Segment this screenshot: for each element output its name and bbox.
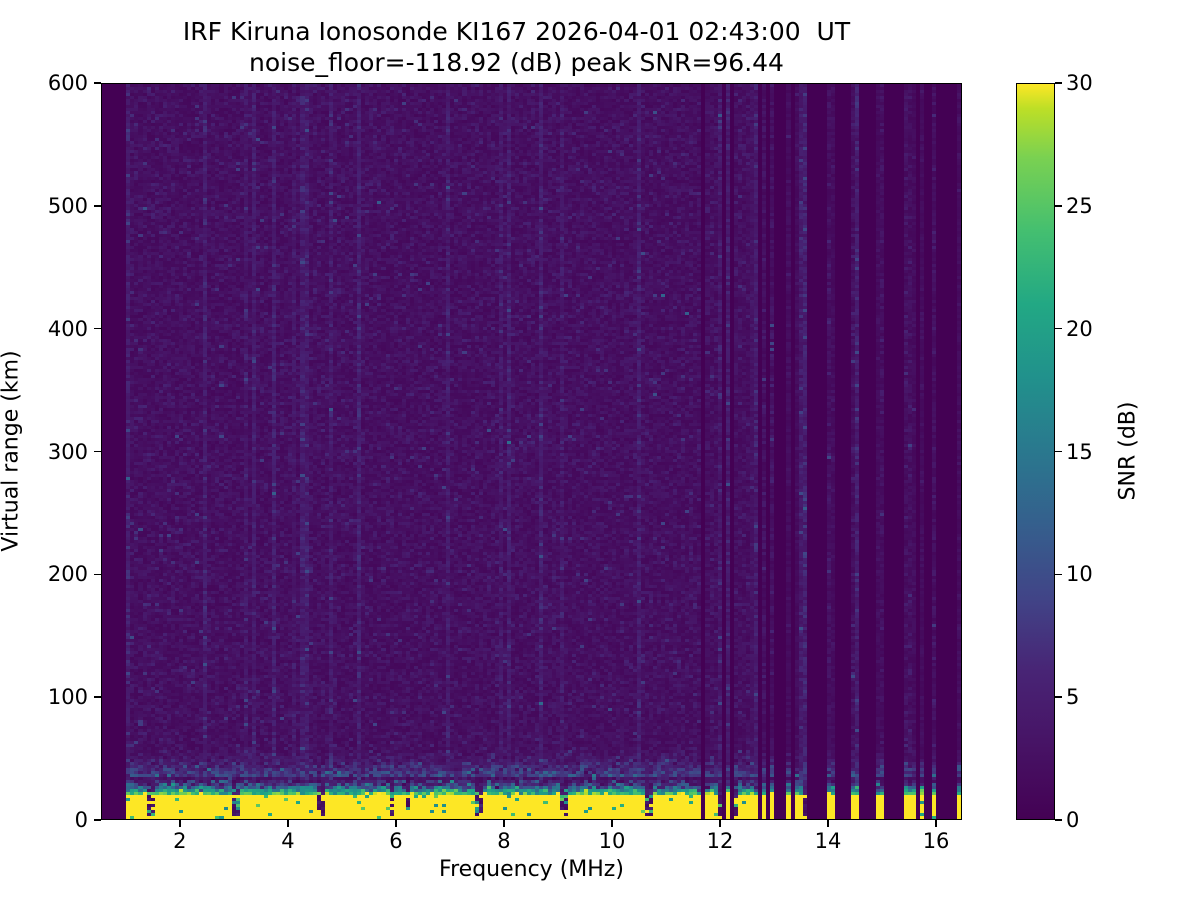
x-tick-8 bbox=[503, 820, 505, 827]
colorbar-tick-30 bbox=[1055, 82, 1062, 84]
y-tick-label-100: 100 bbox=[47, 685, 88, 710]
y-tick-label-600: 600 bbox=[47, 71, 88, 95]
y-tick-200 bbox=[94, 573, 101, 576]
y-tick-0 bbox=[94, 819, 101, 821]
y-tick-300 bbox=[94, 450, 101, 453]
title-line-2: noise_floor=-118.92 (dB) peak SNR=96.44 bbox=[249, 48, 784, 77]
ionogram-plot-area[interactable] bbox=[101, 83, 962, 820]
colorbar-tick-0 bbox=[1055, 819, 1062, 821]
y-tick-500 bbox=[94, 205, 101, 207]
colorbar-tick-20 bbox=[1055, 327, 1062, 330]
y-tick-label-200: 200 bbox=[47, 562, 88, 587]
x-tick-4 bbox=[287, 820, 289, 827]
y-tick-100 bbox=[94, 696, 101, 698]
y-tick-400 bbox=[94, 327, 101, 330]
x-tick-label-12: 12 bbox=[706, 829, 734, 853]
y-tick-600 bbox=[94, 82, 101, 84]
x-tick-label-14: 14 bbox=[814, 829, 842, 853]
colorbar-gradient bbox=[1017, 84, 1054, 819]
x-tick-6 bbox=[395, 820, 397, 827]
colorbar-tick-25 bbox=[1055, 205, 1062, 207]
y-axis-label: Virtual range (km) bbox=[0, 350, 24, 552]
ionogram-heatmap-canvas[interactable] bbox=[102, 84, 961, 819]
y-tick-label-300: 300 bbox=[47, 439, 88, 464]
x-tick-label-6: 6 bbox=[389, 829, 403, 853]
x-tick-14 bbox=[827, 820, 829, 827]
colorbar[interactable] bbox=[1016, 83, 1055, 820]
colorbar-tick-label-10: 10 bbox=[1066, 562, 1093, 587]
figure-title: IRF Kiruna Ionosonde KI167 2026-04-01 02… bbox=[0, 16, 1033, 78]
colorbar-label: SNR (dB) bbox=[1115, 401, 1141, 501]
y-tick-label-400: 400 bbox=[47, 316, 88, 341]
colorbar-tick-label-5: 5 bbox=[1066, 685, 1080, 710]
title-line-1: IRF Kiruna Ionosonde KI167 2026-04-01 02… bbox=[182, 17, 851, 46]
x-tick-label-8: 8 bbox=[497, 829, 511, 853]
x-tick-16 bbox=[935, 820, 937, 827]
colorbar-tick-10 bbox=[1055, 573, 1062, 576]
x-tick-label-4: 4 bbox=[281, 829, 295, 853]
x-tick-label-16: 16 bbox=[922, 829, 950, 853]
colorbar-tick-5 bbox=[1055, 696, 1062, 698]
y-tick-label-500: 500 bbox=[47, 193, 88, 218]
x-tick-label-10: 10 bbox=[598, 829, 626, 853]
y-tick-label-0: 0 bbox=[74, 808, 88, 832]
x-tick-10 bbox=[611, 820, 613, 827]
colorbar-tick-15 bbox=[1055, 450, 1062, 453]
colorbar-tick-label-20: 20 bbox=[1066, 316, 1093, 341]
colorbar-tick-label-15: 15 bbox=[1066, 439, 1093, 464]
colorbar-tick-label-25: 25 bbox=[1066, 193, 1093, 218]
x-tick-label-2: 2 bbox=[173, 829, 187, 853]
x-tick-12 bbox=[719, 820, 721, 827]
x-tick-2 bbox=[179, 820, 181, 827]
colorbar-tick-label-0: 0 bbox=[1066, 808, 1080, 832]
x-axis-label: Frequency (MHz) bbox=[439, 857, 624, 882]
colorbar-tick-label-30: 30 bbox=[1066, 71, 1093, 95]
